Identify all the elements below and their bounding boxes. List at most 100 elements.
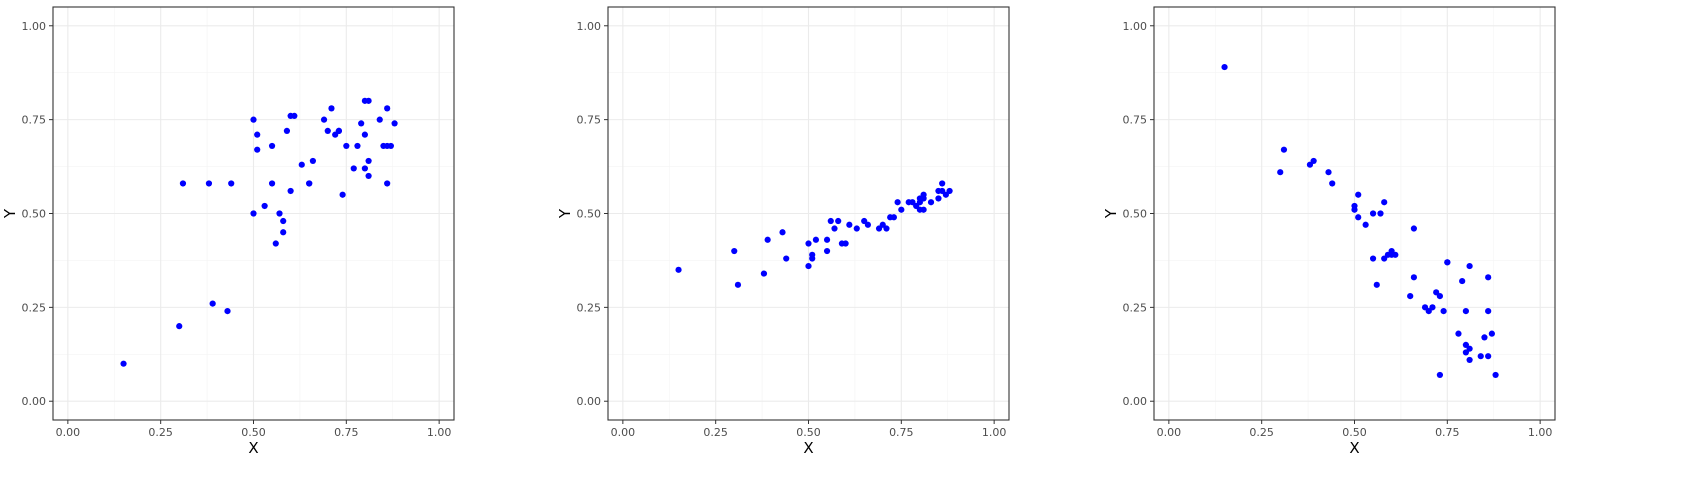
scatter-point bbox=[276, 210, 283, 217]
scatter-point bbox=[1485, 308, 1492, 315]
scatter-point bbox=[890, 214, 897, 221]
scatter-point bbox=[205, 180, 213, 187]
scatter-point bbox=[1436, 293, 1443, 300]
scatter-point bbox=[779, 229, 786, 236]
y-axis-title: Y bbox=[556, 208, 574, 219]
scatter-point bbox=[261, 202, 268, 210]
scatter-point bbox=[320, 116, 328, 123]
scatter-point bbox=[209, 300, 216, 307]
scatter-point bbox=[1377, 210, 1384, 217]
x-tick-label: 0.25 bbox=[1249, 426, 1274, 439]
scatter-point bbox=[324, 127, 331, 134]
x-tick-label: 0.00 bbox=[1157, 426, 1182, 439]
scatter-point bbox=[280, 217, 287, 225]
scatter-point bbox=[835, 217, 842, 225]
scatter-point bbox=[1459, 277, 1466, 285]
scatter-point bbox=[675, 266, 682, 273]
scatter-point bbox=[268, 180, 276, 187]
scatter-point bbox=[268, 142, 276, 150]
scatter-point bbox=[391, 120, 398, 127]
scatter-point bbox=[1477, 353, 1484, 360]
scatter-point bbox=[328, 105, 335, 112]
scatter-point bbox=[1280, 146, 1288, 153]
scatter-point bbox=[361, 165, 368, 172]
scatter-point bbox=[1410, 274, 1418, 281]
x-axis-title: X bbox=[803, 439, 813, 457]
scatter-point bbox=[823, 247, 831, 255]
x-tick-label: 0.25 bbox=[148, 426, 173, 439]
chart-panel-1: 0.00 0.25 0.50 0.75 1.00 0.00 0.25 0.50 0.75 1.00… bbox=[1, 6, 455, 457]
scatter-point bbox=[864, 221, 872, 228]
x-axis-title: X bbox=[1349, 439, 1359, 457]
scatter-point bbox=[846, 221, 853, 228]
scatter-point bbox=[335, 127, 342, 134]
scatter-point bbox=[179, 180, 187, 187]
y-tick-label: 1.00 bbox=[1123, 20, 1148, 33]
scatter-point bbox=[343, 142, 350, 150]
y-tick-label: 0.75 bbox=[22, 114, 47, 127]
scatter-point bbox=[1488, 330, 1495, 337]
scatter-point bbox=[250, 116, 257, 123]
scatter-point bbox=[894, 199, 901, 206]
scatter-point bbox=[358, 120, 365, 127]
y-tick-label: 0.50 bbox=[1123, 208, 1148, 221]
y-axis-title: Y bbox=[1102, 208, 1120, 219]
y-tick-label: 0.00 bbox=[1123, 395, 1148, 408]
y-tick-label: 1.00 bbox=[22, 20, 47, 33]
y-tick-label: 0.75 bbox=[1123, 114, 1148, 127]
y-tick-label: 1.00 bbox=[577, 20, 602, 33]
y-tick-label: 0.50 bbox=[577, 208, 602, 221]
scatter-point bbox=[920, 195, 927, 202]
scatter-point bbox=[365, 97, 372, 104]
scatter-point bbox=[1381, 199, 1388, 206]
scatter-point bbox=[376, 116, 383, 123]
scatter-point bbox=[339, 191, 346, 198]
x-tick-label: 0.50 bbox=[241, 426, 266, 439]
scatter-point bbox=[224, 308, 231, 315]
scatter-point bbox=[228, 180, 235, 187]
scatter-point bbox=[1466, 262, 1473, 270]
scatter-point bbox=[1466, 345, 1473, 352]
scatter-point bbox=[805, 262, 812, 270]
scatter-point bbox=[805, 240, 812, 247]
scatter-point bbox=[1373, 281, 1380, 288]
y-tick-label: 0.25 bbox=[1123, 301, 1148, 314]
scatter-point bbox=[935, 195, 942, 202]
x-tick-label: 0.50 bbox=[796, 426, 821, 439]
scatter-point bbox=[1329, 180, 1336, 187]
scatter-point bbox=[254, 146, 261, 153]
x-tick-label: 1.00 bbox=[982, 426, 1007, 439]
x-tick-label: 0.50 bbox=[1342, 426, 1367, 439]
scatter-point bbox=[1351, 206, 1358, 213]
scatter-point bbox=[176, 323, 183, 330]
y-axis-title: Y bbox=[1, 208, 19, 219]
scatter-point bbox=[827, 217, 834, 225]
scatter-point bbox=[927, 199, 935, 206]
scatter-point bbox=[306, 180, 313, 187]
scatter-point bbox=[764, 236, 771, 243]
scatter-point bbox=[1462, 308, 1469, 315]
scatter-point bbox=[760, 270, 768, 277]
scatter-point bbox=[365, 157, 372, 165]
scatter-point bbox=[350, 165, 357, 172]
x-tick-label: 0.00 bbox=[56, 426, 81, 439]
scatter-points bbox=[120, 97, 398, 367]
scatter-point bbox=[384, 105, 391, 112]
scatter-point bbox=[783, 255, 790, 262]
scatter-point bbox=[1410, 225, 1418, 232]
x-tick-label: 1.00 bbox=[1528, 426, 1553, 439]
x-tick-label: 0.75 bbox=[334, 426, 359, 439]
scatter-point bbox=[1310, 157, 1317, 165]
scatter-point bbox=[920, 206, 927, 213]
scatter-point bbox=[731, 247, 738, 255]
scatter-point bbox=[939, 180, 946, 187]
scatter-point bbox=[1221, 63, 1228, 71]
scatter-point bbox=[1485, 353, 1492, 360]
scatter-points bbox=[1221, 63, 1499, 379]
scatter-point bbox=[898, 206, 905, 213]
y-tick-label: 0.25 bbox=[577, 301, 602, 314]
scatter-points bbox=[675, 180, 953, 288]
scatter-point bbox=[291, 112, 298, 119]
scatter-point bbox=[1362, 221, 1369, 228]
scatter-point bbox=[1369, 210, 1377, 217]
